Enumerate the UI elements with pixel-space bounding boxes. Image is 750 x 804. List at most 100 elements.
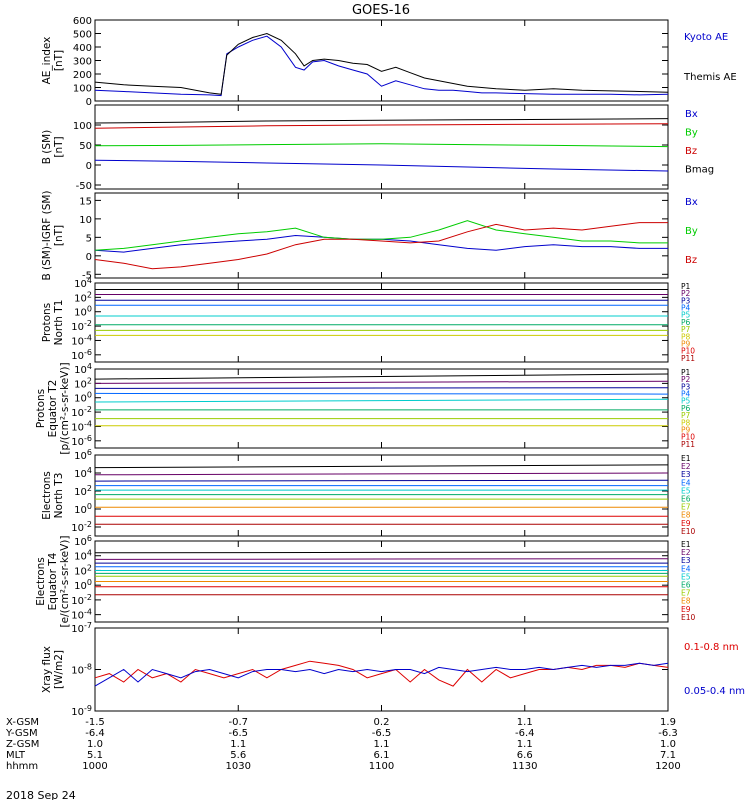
- legend-label: E9: [681, 519, 691, 528]
- y-tick-label: 102: [74, 563, 92, 577]
- legend-label: E8: [681, 597, 691, 606]
- axis-row-label: Z-GSM: [6, 739, 39, 750]
- series-line-e2: [94, 472, 669, 476]
- legend-label: P3: [681, 296, 691, 305]
- y-tick-label: 10-6: [71, 348, 92, 362]
- y-tick-label: 0: [86, 97, 92, 108]
- series-line-p5: [94, 398, 669, 403]
- legend-label: E4: [681, 478, 691, 487]
- legend-label: Bx: [685, 197, 698, 208]
- axis-row-value: 1.1: [230, 739, 246, 750]
- y-axis-label: North T1: [53, 300, 65, 346]
- y-tick-label: 102: [74, 484, 92, 498]
- y-tick-label: 600: [73, 16, 92, 27]
- legend-label: E3: [681, 556, 691, 565]
- date-label: 2018 Sep 24: [6, 789, 76, 800]
- y-tick-label: 10-2: [71, 405, 92, 419]
- y-tick-label: -50: [76, 181, 92, 192]
- y-tick-label: -5: [82, 270, 92, 281]
- axis-row-value: 1.0: [87, 739, 103, 750]
- y-axis-label: Xray flux: [41, 646, 53, 693]
- y-axis-label: [nT]: [53, 50, 65, 71]
- y-tick-label: 200: [73, 70, 92, 81]
- legend-label: P6: [681, 318, 691, 327]
- legend-label: E3: [681, 470, 691, 479]
- y-tick-label: 500: [73, 30, 92, 41]
- legend-label: By: [685, 226, 698, 237]
- axis-row-value: 1.9: [660, 717, 676, 728]
- y-tick-label: 50: [79, 141, 92, 152]
- legend-label: P2: [681, 289, 691, 298]
- axis-row-label: X-GSM: [6, 717, 39, 728]
- y-tick-label: 10-9: [71, 704, 92, 718]
- legend-label: E7: [681, 503, 691, 512]
- y-tick-label: 100: [73, 84, 92, 95]
- legend-label: P4: [681, 304, 691, 313]
- axis-row-label: hhmm: [6, 761, 38, 772]
- series-line-bmag: [94, 118, 669, 124]
- axis-row-value: 1.1: [374, 739, 390, 750]
- y-axis-label: Electrons: [35, 557, 47, 606]
- series-line-by: [94, 220, 668, 251]
- y-axis-label: Equator T4: [47, 552, 59, 610]
- legend-label: E5: [681, 486, 691, 495]
- y-axis-label: [nT]: [53, 136, 65, 157]
- axis-row-value: 5.6: [230, 750, 246, 761]
- y-tick-label: 100: [73, 121, 92, 132]
- y-axis-label: [p/(cm²-s-sr-keV)]: [59, 362, 71, 454]
- legend-label: P4: [681, 390, 691, 399]
- y-tick-label: 10-2: [71, 319, 92, 333]
- legend-label: P5: [681, 397, 691, 406]
- y-tick-label: 10-2: [71, 520, 92, 534]
- y-tick-label: 0: [86, 252, 92, 263]
- axis-row-value: -0.7: [228, 717, 248, 728]
- legend-label: P2: [681, 375, 691, 384]
- y-axis-label: Protons: [35, 389, 47, 428]
- y-axis-label: [nT]: [53, 225, 65, 246]
- axis-row-label: MLT: [6, 750, 26, 761]
- axis-row-value: -6.5: [372, 728, 392, 739]
- y-tick-label: 100: [74, 578, 92, 592]
- axis-row-value: -6.4: [515, 728, 535, 739]
- legend-label: Bx: [685, 109, 698, 120]
- chart-title: GOES-16: [352, 3, 410, 18]
- legend-label: E6: [681, 495, 691, 504]
- y-tick-label: 104: [74, 549, 92, 563]
- legend-label: P5: [681, 311, 691, 320]
- legend-label: P7: [681, 411, 691, 420]
- legend-label: E10: [681, 613, 696, 622]
- y-tick-label: 300: [73, 57, 92, 68]
- y-tick-label: 104: [74, 466, 92, 480]
- legend-label: P11: [681, 354, 695, 363]
- y-tick-label: 10-4: [71, 608, 92, 622]
- legend-label: E8: [681, 511, 691, 520]
- legend-label: Kyoto AE: [684, 32, 728, 43]
- y-tick-label: 10-2: [71, 593, 92, 607]
- axis-row-value: 7.1: [660, 750, 676, 761]
- legend-label: 0.05-0.4 nm: [684, 686, 745, 697]
- legend-label: P11: [681, 440, 695, 449]
- y-tick-label: 0: [86, 161, 92, 172]
- series-line-e1: [94, 551, 669, 554]
- legend-label: Bz: [685, 146, 697, 157]
- legend-label: P8: [681, 332, 691, 341]
- y-tick-label: 102: [74, 376, 92, 390]
- y-tick-label: 10-4: [71, 333, 92, 347]
- y-tick-label: 5: [86, 233, 92, 244]
- y-axis-label: B (SM): [41, 130, 53, 164]
- y-tick-label: 102: [74, 290, 92, 304]
- legend-label: By: [685, 128, 698, 139]
- legend-label: P8: [681, 418, 691, 427]
- legend-label: Bz: [685, 255, 697, 266]
- legend-label: E1: [681, 540, 691, 549]
- legend-label: 0.1-0.8 nm: [684, 642, 739, 653]
- legend-label: P1: [681, 282, 691, 291]
- axis-row-value: 1100: [369, 761, 394, 772]
- legend-label: E7: [681, 589, 691, 598]
- series-line-e2: [94, 558, 669, 560]
- series-line-p4: [94, 392, 669, 395]
- y-tick-label: 104: [74, 276, 92, 290]
- y-tick-label: 104: [74, 362, 92, 376]
- axis-row-value: 1200: [655, 761, 680, 772]
